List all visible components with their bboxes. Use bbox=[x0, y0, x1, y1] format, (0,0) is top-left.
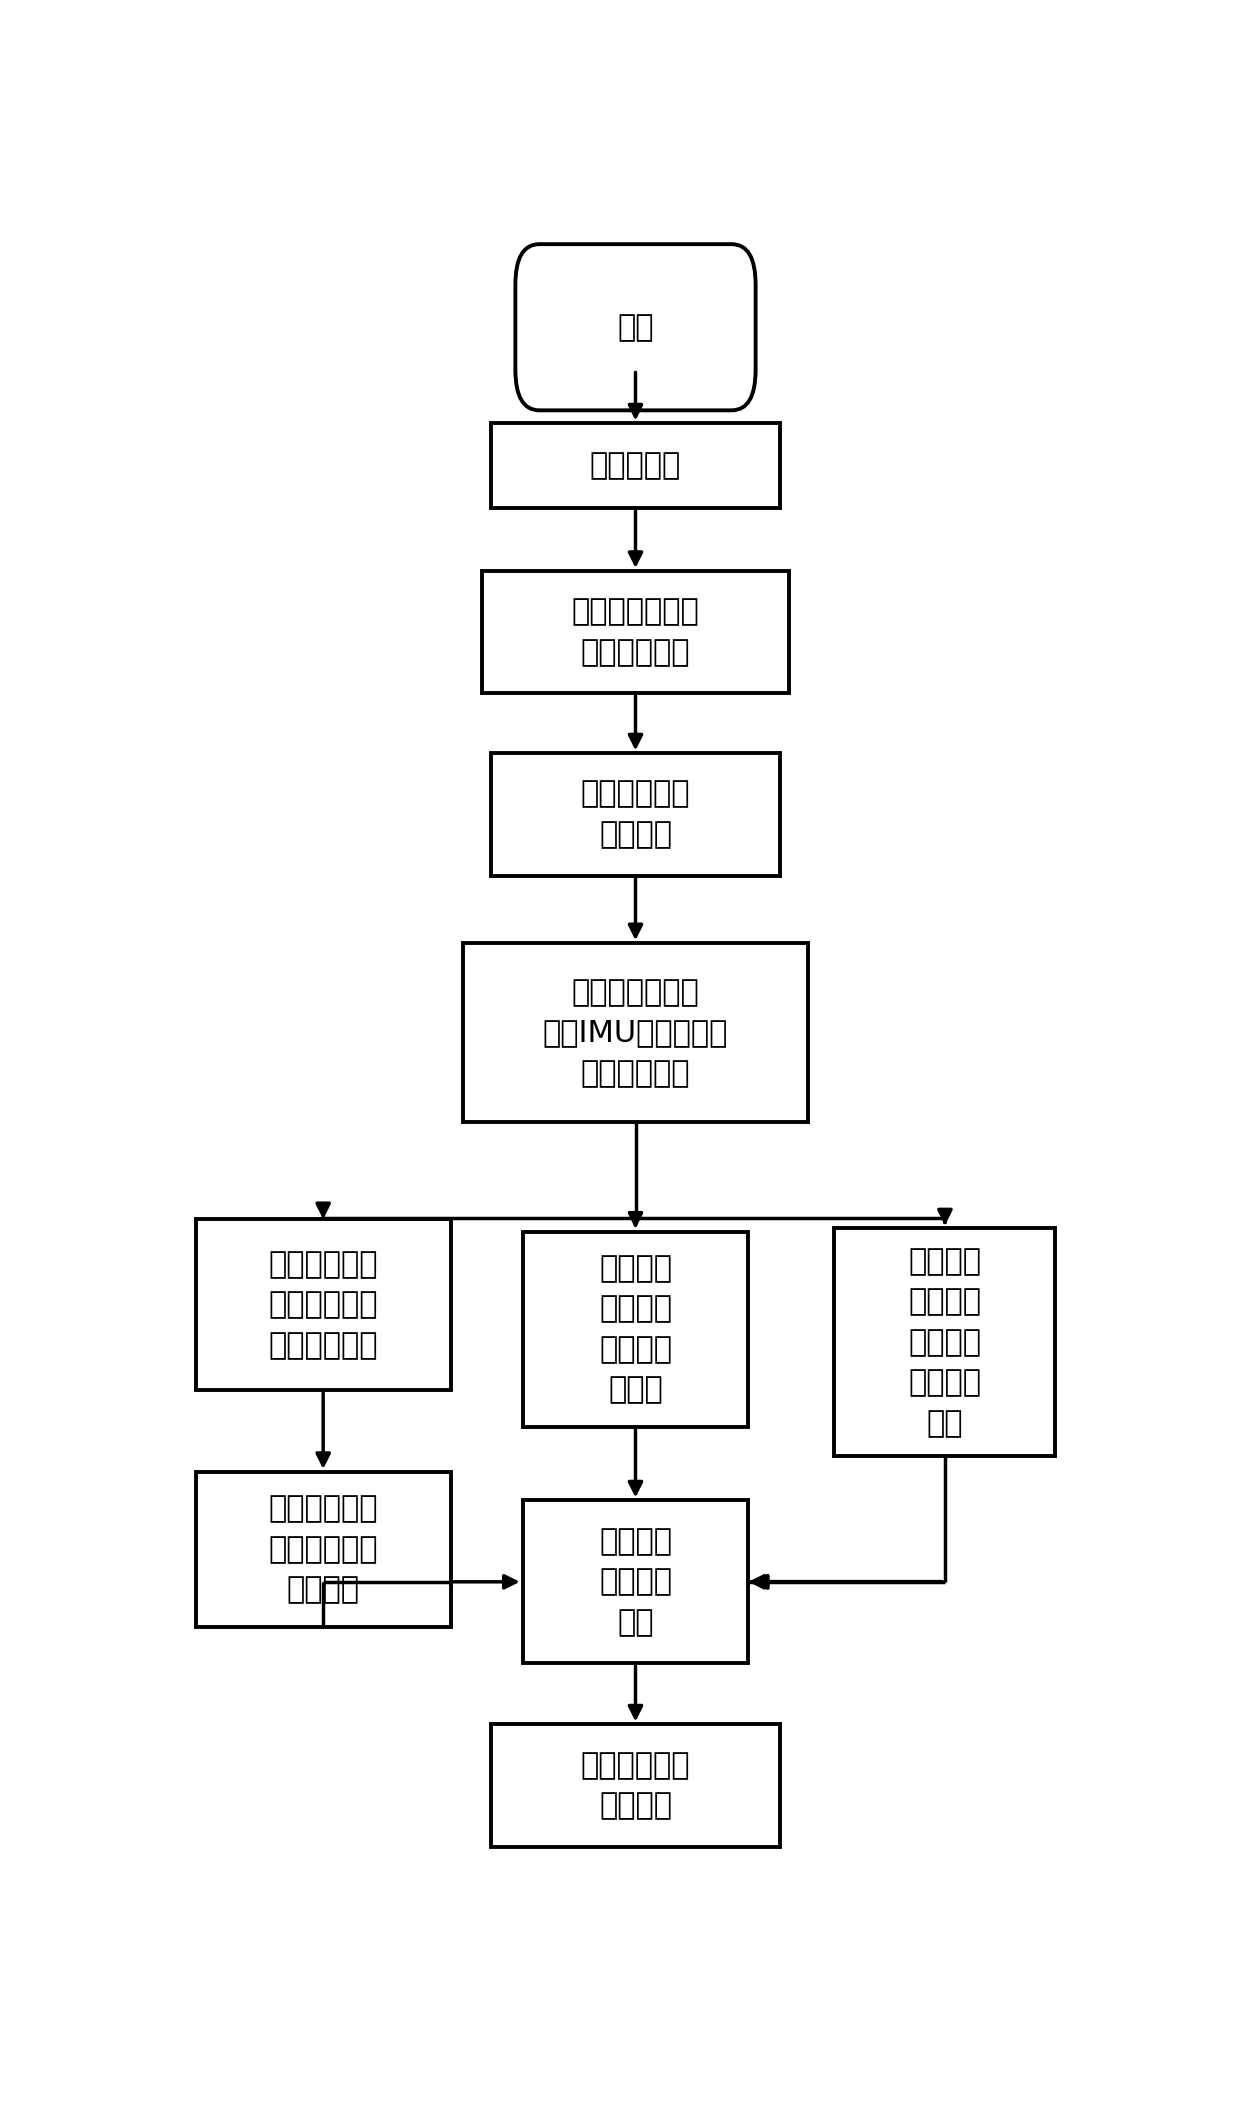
FancyBboxPatch shape bbox=[196, 1473, 450, 1627]
Text: 开始: 开始 bbox=[618, 313, 653, 343]
FancyBboxPatch shape bbox=[835, 1227, 1055, 1456]
FancyBboxPatch shape bbox=[196, 1219, 450, 1390]
FancyBboxPatch shape bbox=[491, 1725, 780, 1847]
Text: 数据保存到存
储单元中: 数据保存到存 储单元中 bbox=[580, 779, 691, 849]
Text: 系统初始化: 系统初始化 bbox=[590, 451, 681, 480]
Text: 小径管道机器人
检测整个管道: 小径管道机器人 检测整个管道 bbox=[572, 597, 699, 667]
Text: 直管段多
里程计速
度和陀螺
仪角速度
信息: 直管段多 里程计速 度和陀螺 仪角速度 信息 bbox=[909, 1246, 981, 1437]
FancyBboxPatch shape bbox=[481, 571, 789, 694]
Text: 被测管道精确
三维轨迹: 被测管道精确 三维轨迹 bbox=[580, 1750, 691, 1820]
FancyBboxPatch shape bbox=[522, 1232, 749, 1426]
Text: 弯管处多里程
仪速度和陀螺
仪角速度信息: 弯管处多里程 仪速度和陀螺 仪角速度信息 bbox=[268, 1251, 378, 1361]
Text: 姿态角和
速度误差
修正: 姿态角和 速度误差 修正 bbox=[599, 1528, 672, 1638]
FancyBboxPatch shape bbox=[491, 423, 780, 508]
Text: 多里程计输出速
度、IMU输出加速度
和角速度信息: 多里程计输出速 度、IMU输出加速度 和角速度信息 bbox=[543, 978, 728, 1088]
FancyBboxPatch shape bbox=[491, 753, 780, 876]
FancyBboxPatch shape bbox=[516, 243, 755, 411]
FancyBboxPatch shape bbox=[463, 944, 808, 1121]
Text: 管道机器
人姿态、
速度和位
置解算: 管道机器 人姿态、 速度和位 置解算 bbox=[599, 1255, 672, 1405]
Text: 机器人转向判
定及管道拐弯
角测量值: 机器人转向判 定及管道拐弯 角测量值 bbox=[268, 1494, 378, 1604]
FancyBboxPatch shape bbox=[522, 1500, 749, 1663]
